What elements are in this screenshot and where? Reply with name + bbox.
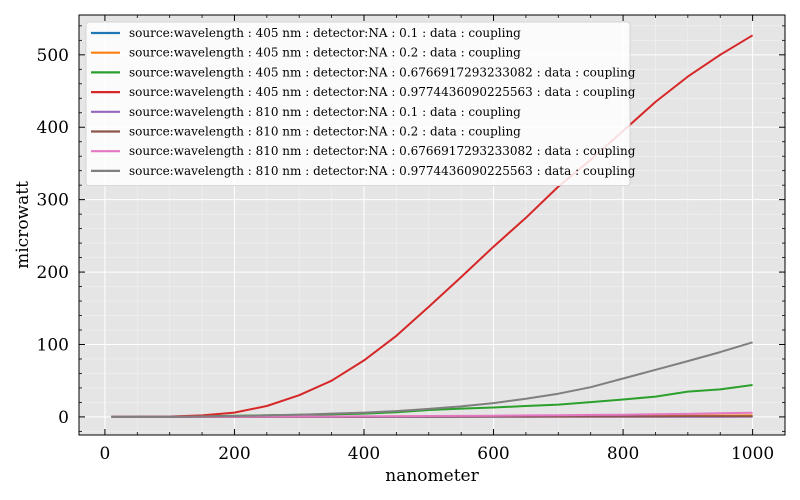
y-axis-label: microwatt [13, 181, 33, 269]
x-tick-label: 0 [99, 444, 110, 464]
series-line-8 [111, 341, 753, 418]
plot-frame [78, 14, 786, 436]
series-line-4 [111, 34, 754, 418]
legend-entry-6: source:wavelength : 810 nm : detector:NA… [129, 125, 521, 139]
x-tick-label: 800 [607, 444, 639, 464]
x-tick-label: 200 [218, 444, 250, 464]
legend-entry-4: source:wavelength : 405 nm : detector:NA… [129, 85, 636, 99]
y-tick-label: 300 [37, 191, 69, 211]
y-tick-label: 200 [37, 263, 69, 283]
legend: source:wavelength : 405 nm : detector:NA… [85, 21, 636, 187]
legend-entry-1: source:wavelength : 405 nm : detector:NA… [129, 26, 521, 40]
x-tick-label: 400 [348, 444, 380, 464]
y-tick-label: 400 [37, 118, 69, 138]
legend-box [85, 21, 631, 187]
legend-entry-5: source:wavelength : 810 nm : detector:NA… [129, 105, 521, 119]
axis-ticks: 0 200 400 600 800 1000 0 100 200 300 400 500 [37, 15, 786, 464]
legend-entry-3: source:wavelength : 405 nm : detector:NA… [129, 65, 636, 79]
legend-entry-2: source:wavelength : 405 nm : detector:NA… [129, 46, 521, 60]
x-tick-label: 600 [477, 444, 509, 464]
y-tick-label: 100 [37, 335, 69, 355]
x-axis-label: nanometer [385, 466, 479, 486]
legend-entry-7: source:wavelength : 810 nm : detector:NA… [129, 144, 636, 158]
y-tick-label: 500 [37, 46, 69, 66]
x-tick-label: 1000 [731, 444, 774, 464]
series-lines [111, 34, 754, 418]
legend-entry-8: source:wavelength : 810 nm : detector:NA… [129, 164, 636, 178]
y-tick-label: 0 [58, 408, 69, 428]
